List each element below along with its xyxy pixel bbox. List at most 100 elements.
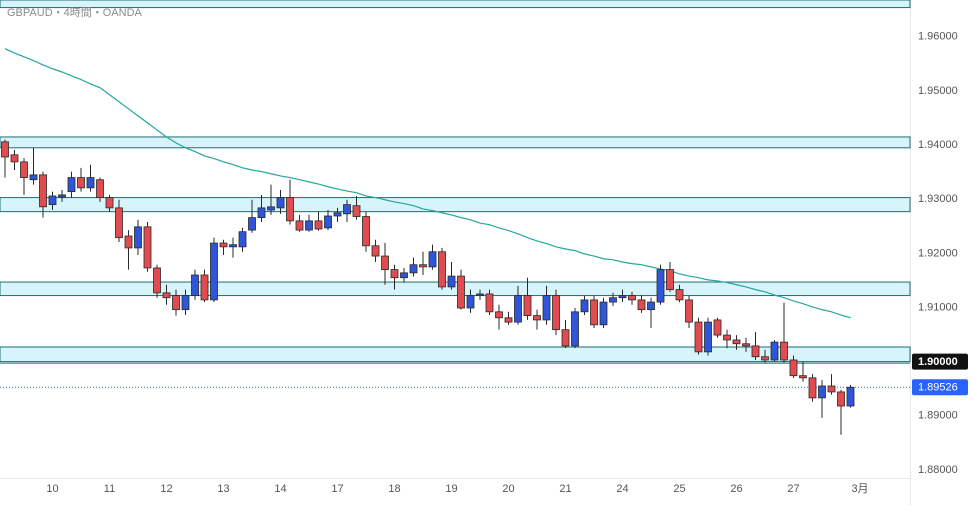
candle-body <box>599 301 608 326</box>
candle-body <box>732 339 741 345</box>
x-tick-label: 14 <box>274 483 286 495</box>
candle-body <box>647 301 655 311</box>
candle-body <box>656 269 665 303</box>
x-tick-label: 24 <box>616 483 628 495</box>
candle-body <box>39 174 47 208</box>
candle-body <box>628 295 636 301</box>
candle-body <box>115 207 123 239</box>
candle-body <box>172 295 180 311</box>
candle-body <box>305 220 313 231</box>
candle-body <box>428 251 437 268</box>
y-tick-label: 1.96000 <box>918 31 958 43</box>
candle-body <box>571 311 579 347</box>
x-tick-label: 25 <box>673 483 685 495</box>
candle-body <box>419 264 427 268</box>
candle-body <box>704 321 712 353</box>
candle-body <box>637 299 646 311</box>
x-tick-label: 3月 <box>851 483 868 495</box>
candle-body <box>105 197 114 209</box>
candle-body <box>447 275 456 288</box>
zone <box>0 197 911 213</box>
x-tick-label: 17 <box>331 483 343 495</box>
moving-average <box>4 48 851 319</box>
candle-body <box>533 315 541 321</box>
candle-body <box>333 212 342 217</box>
candle-body <box>267 206 275 211</box>
candle-body <box>48 195 57 206</box>
y-tick-label: 1.94000 <box>918 139 958 151</box>
candle-body <box>381 255 389 270</box>
candle-body <box>58 194 66 198</box>
candle-body <box>723 334 731 341</box>
candle-body <box>837 391 845 407</box>
candle-body <box>286 197 294 222</box>
x-tick-label: 13 <box>217 483 229 495</box>
candle-body <box>124 235 133 249</box>
x-tick-label: 20 <box>502 483 514 495</box>
candle-body <box>390 269 399 279</box>
candle-body <box>219 242 228 248</box>
candle-body <box>371 245 380 257</box>
candle-body <box>162 292 171 299</box>
candle-body <box>761 356 769 361</box>
candle-body <box>818 385 826 399</box>
candle-body <box>276 197 285 209</box>
candle-body <box>542 295 551 321</box>
candle-body <box>618 295 627 299</box>
candle-body <box>181 295 190 311</box>
level-price-box <box>912 353 968 370</box>
candle-body <box>666 269 674 291</box>
x-tick-label: 10 <box>46 483 58 495</box>
candle-body <box>400 272 408 279</box>
x-tick-label: 11 <box>104 483 115 495</box>
candle-body <box>314 220 323 230</box>
zone <box>0 0 911 9</box>
candle-body <box>846 386 855 407</box>
candle-body <box>485 293 494 313</box>
candle-body <box>77 177 85 189</box>
x-tick-label: 12 <box>160 483 172 495</box>
candle-body <box>504 317 513 323</box>
level-price-label: 1.90000 <box>918 356 958 368</box>
candle-body <box>780 341 788 361</box>
candle-body <box>153 267 161 294</box>
x-tick-label: 18 <box>388 483 400 495</box>
candle-body <box>685 299 693 323</box>
candle-body <box>248 217 256 231</box>
candle-body <box>229 244 237 248</box>
candle-body <box>210 242 218 301</box>
y-tick-label: 1.89000 <box>918 410 958 422</box>
candle-body <box>143 226 152 269</box>
candle-body <box>86 177 95 189</box>
candle-body <box>295 220 304 231</box>
x-tick-label: 27 <box>787 483 799 495</box>
candle-body <box>713 319 722 336</box>
x-tick-label: 19 <box>445 483 457 495</box>
candle-body <box>362 216 370 247</box>
candle-body <box>134 226 142 249</box>
candle-body <box>789 359 798 377</box>
x-tick-label: 26 <box>730 483 742 495</box>
candle-body <box>799 375 807 379</box>
candle-body <box>257 207 266 219</box>
candle-body <box>495 311 503 319</box>
y-tick-label: 1.91000 <box>918 301 958 313</box>
plot-area <box>0 0 911 435</box>
y-tick-label: 1.95000 <box>918 85 958 97</box>
candle-body <box>590 299 598 326</box>
candle-body <box>751 345 760 358</box>
candle-body <box>191 274 199 296</box>
last-price-box <box>912 379 968 396</box>
candle-body <box>10 154 19 163</box>
candle-body <box>742 343 750 347</box>
candle-body <box>523 295 532 316</box>
candle-body <box>561 329 570 347</box>
candle-body <box>466 295 475 309</box>
y-tick-label: 1.88000 <box>918 464 958 476</box>
candle-body <box>514 295 522 323</box>
candle-body <box>552 295 560 331</box>
candle-body <box>770 341 779 361</box>
candle-body <box>457 275 465 309</box>
